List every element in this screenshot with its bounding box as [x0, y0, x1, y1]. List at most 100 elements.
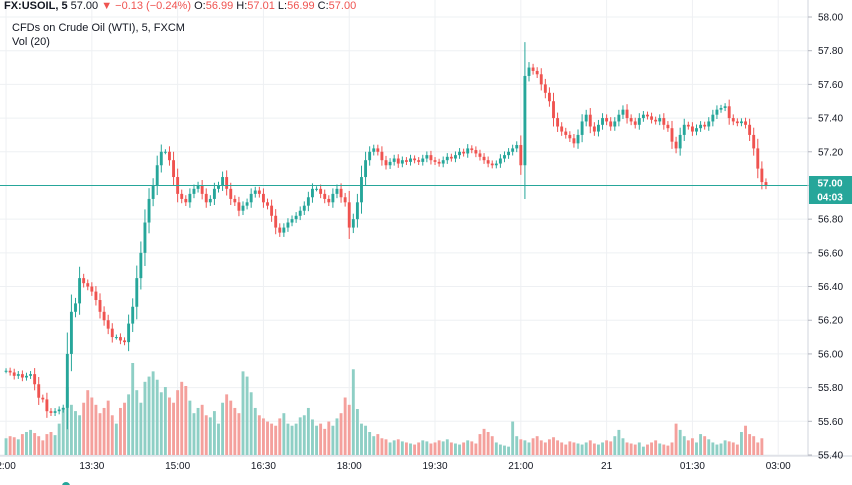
volume-bar [69, 404, 73, 455]
candle-body [159, 151, 163, 166]
candle-body [257, 190, 261, 194]
scroll-marker-icon[interactable] [62, 482, 70, 485]
price-tick-label: 57.40 [818, 114, 843, 125]
price-axis[interactable]: 58.00 57.80 57.60 57.40 57.20 57.00 56.80 56.60… [808, 13, 843, 462]
volume-bar [237, 413, 241, 455]
candle-body [723, 106, 727, 108]
candle-body [274, 215, 278, 228]
candle-body [482, 156, 486, 161]
volume-bar [257, 415, 261, 455]
symbol-name[interactable]: FX:USOIL, 5 [4, 0, 68, 12]
price-change: −0.13 (−0.24%) [115, 0, 192, 12]
time-tick-label: 2:00 [0, 461, 16, 472]
volume-bar [229, 400, 233, 455]
volume-bar [580, 444, 584, 455]
candle-body [535, 70, 539, 75]
time-axis[interactable]: 2:00 13:30 15:00 16:30 18:00 19:30 21:00 21 01:3… [0, 461, 852, 472]
volume-bar [61, 407, 65, 455]
volume-bar [298, 417, 302, 455]
candle-body [221, 177, 225, 186]
candle-body [507, 151, 511, 156]
candle-body [65, 353, 69, 408]
candle-body [580, 121, 584, 135]
volume-bar [535, 436, 539, 455]
price-tick-label: 57.60 [818, 80, 843, 91]
volume-bar [294, 423, 298, 455]
down-arrow-icon: ▼ [101, 0, 113, 12]
volume-bar [184, 386, 188, 455]
candle-body [270, 205, 274, 216]
candle-body [155, 165, 159, 186]
volume-bar [752, 436, 756, 455]
volume-bar [98, 413, 102, 455]
candle-body [695, 128, 698, 132]
volume-bar [690, 438, 694, 455]
candle-body [445, 156, 449, 161]
candle-body [470, 148, 474, 151]
volume-bar [249, 392, 253, 455]
candle-body [458, 151, 461, 156]
candle-body [98, 300, 102, 312]
candle-body [61, 407, 65, 410]
candle-body [752, 134, 756, 149]
volume-bar [674, 423, 678, 455]
volume-bar [449, 442, 453, 455]
volume-bar [127, 394, 131, 455]
candle-body [33, 374, 37, 385]
candle-body [253, 190, 257, 194]
volume-bar [37, 436, 41, 455]
candle-body [719, 107, 723, 110]
candle-body [662, 118, 666, 125]
candle-body [41, 397, 45, 400]
volume-bar [613, 436, 617, 455]
volume-bar [82, 402, 86, 455]
volume-bar [168, 397, 171, 455]
volume-bar [531, 438, 535, 455]
volume-bar [699, 434, 703, 455]
price-tick-label: 58.00 [818, 13, 843, 24]
candle-body [147, 198, 151, 223]
candle-body [547, 92, 551, 102]
volume-bar [172, 402, 175, 455]
candle-body [86, 283, 90, 287]
volume-bar [57, 423, 61, 455]
candle-body [666, 124, 670, 129]
candle-body [511, 148, 515, 152]
candle-body [192, 188, 196, 194]
volume-bar [16, 439, 20, 455]
volume-bar [135, 390, 139, 455]
candle-body [748, 124, 752, 135]
volume-study-label[interactable]: Vol (20) [12, 36, 50, 48]
volume-bar [637, 442, 641, 455]
time-tick-label: 15:00 [165, 461, 190, 472]
volume-bar [441, 441, 445, 455]
candle-body [245, 202, 249, 206]
volume-bar [347, 404, 351, 455]
candle-body [654, 119, 658, 122]
price-tick-label: 56.60 [818, 248, 843, 259]
price-tick-label: 56.20 [818, 316, 843, 327]
volume-bar [519, 439, 523, 455]
time-tick-label: 21:00 [508, 461, 533, 472]
volume-bar [139, 402, 143, 455]
candle-body [347, 202, 351, 228]
candlesticks [4, 42, 768, 430]
candle-body [233, 198, 237, 203]
candle-body [404, 160, 408, 162]
volume-bar [241, 371, 245, 455]
candle-body [364, 160, 368, 178]
candle-body [57, 409, 61, 412]
volume-bar [482, 428, 486, 455]
volume-bar [360, 423, 363, 455]
candle-body [764, 182, 768, 186]
open-label: O: [194, 0, 206, 12]
volume-bar [29, 429, 32, 455]
candle-body [29, 374, 32, 376]
candle-body [503, 155, 506, 159]
volume-bar [282, 413, 286, 455]
candle-body [735, 121, 739, 124]
volume-bar [155, 379, 159, 455]
candle-body [617, 114, 621, 122]
volume-bar [711, 442, 715, 455]
